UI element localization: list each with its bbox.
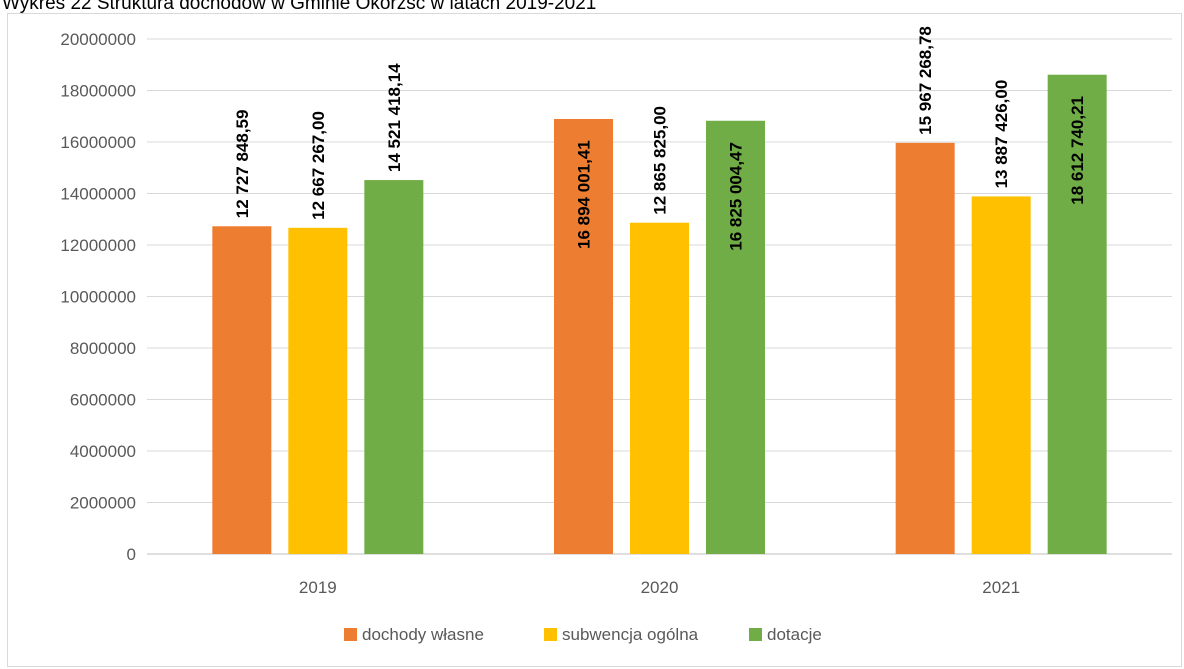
data-label: 16 825 004,47 — [727, 142, 746, 251]
data-label: 18 612 740,21 — [1068, 96, 1087, 205]
data-label: 13 887 426,00 — [992, 80, 1011, 189]
y-tick-label: 4000000 — [70, 442, 136, 461]
data-label: 12 727 848,59 — [233, 110, 252, 219]
y-tick-label: 6000000 — [70, 391, 136, 410]
bar — [288, 227, 348, 554]
legend-label: subwencja ogólna — [562, 625, 699, 644]
y-tick-label: 18000000 — [60, 82, 136, 101]
data-label: 16 894 001,41 — [575, 140, 594, 249]
y-tick-label: 12000000 — [60, 236, 136, 255]
bar — [971, 196, 1031, 554]
x-tick-label: 2021 — [982, 578, 1020, 597]
y-tick-label: 2000000 — [70, 494, 136, 513]
legend-swatch — [749, 628, 762, 641]
data-label: 12 667 267,00 — [309, 111, 328, 220]
bar — [630, 222, 689, 554]
y-tick-label: 14000000 — [60, 185, 136, 204]
y-tick-label: 10000000 — [60, 288, 136, 307]
chart-frame — [7, 13, 1182, 667]
legend-label: dochody własne — [362, 625, 484, 644]
y-tick-label: 0 — [127, 545, 136, 564]
legend-swatch — [344, 628, 357, 641]
data-label: 14 521 418,14 — [385, 63, 404, 172]
bar — [895, 142, 955, 554]
data-label: 15 967 268,78 — [916, 26, 935, 135]
data-label: 12 865 825,00 — [651, 106, 670, 215]
bar — [364, 180, 424, 554]
bar — [554, 118, 613, 554]
x-tick-label: 2020 — [641, 578, 679, 597]
bar — [1047, 74, 1107, 555]
legend-label: dotacje — [767, 625, 822, 644]
y-tick-label: 16000000 — [60, 133, 136, 152]
bar — [706, 120, 765, 554]
bar — [212, 226, 272, 554]
legend-swatch — [544, 628, 557, 641]
chart-title: Wykres 22 Struktura dochodów w Gminie Ok… — [2, 0, 597, 14]
x-tick-label: 2019 — [299, 578, 337, 597]
y-tick-label: 8000000 — [70, 339, 136, 358]
y-tick-label: 20000000 — [60, 30, 136, 49]
